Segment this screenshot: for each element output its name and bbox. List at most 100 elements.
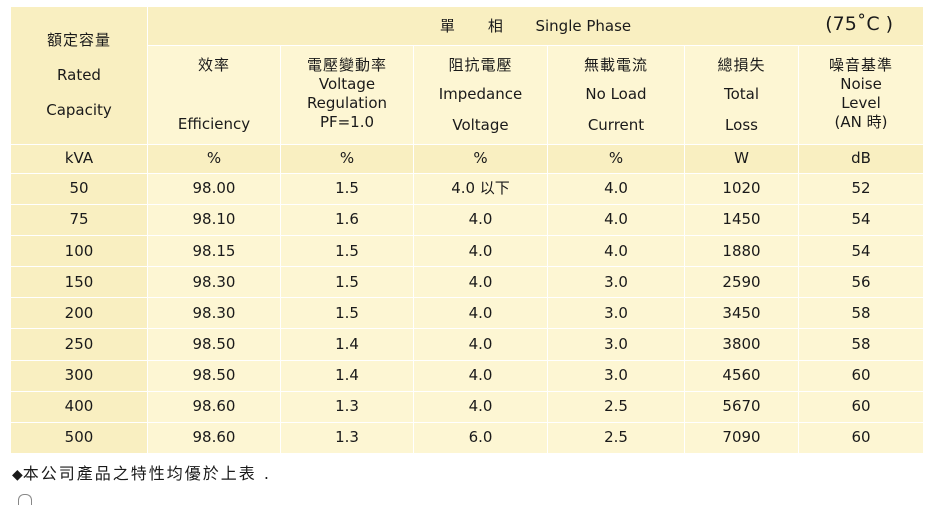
header-en: Level xyxy=(841,94,881,113)
header-en: Total xyxy=(723,85,760,104)
capacity-kva-cell: 300 xyxy=(10,359,148,392)
noise-level-cell: 54 xyxy=(797,235,925,268)
voltage-regulation-cell: 1.5 xyxy=(280,266,414,299)
table-row: 300 98.50 1.4 4.0 3.0 4560 60 xyxy=(10,359,925,392)
noise-level-cell: 58 xyxy=(797,297,925,330)
capacity-kva-cell: 100 xyxy=(10,235,148,268)
no-load-current-cell: 4.0 xyxy=(547,203,685,237)
capacity-kva-cell: 500 xyxy=(10,421,148,455)
unit-cell: kVA xyxy=(10,143,148,174)
header-zh: 無載電流 xyxy=(583,56,648,75)
total-loss-cell: 7090 xyxy=(684,421,799,455)
impedance-voltage-cell: 4.0 xyxy=(413,203,548,237)
table-title: 單 相 Single Phase (75˚C ) xyxy=(146,5,925,47)
capacity-en-label-2: Capacity xyxy=(46,100,112,119)
noise-level-cell: 54 xyxy=(797,203,925,237)
footnote: ◆本公司產品之特性均優於上表 . xyxy=(12,460,271,484)
efficiency-cell: 98.60 xyxy=(147,421,281,455)
capacity-kva-cell: 400 xyxy=(10,390,148,423)
header-en: No Load xyxy=(585,85,647,104)
no-load-current-cell: 4.0 xyxy=(547,172,685,205)
header-en: Impedance xyxy=(438,85,523,104)
capacity-kva-cell: 200 xyxy=(10,297,148,330)
no-load-current-cell: 3.0 xyxy=(547,328,685,361)
efficiency-cell: 98.50 xyxy=(147,328,281,361)
total-loss-header: 總損失 Total Loss xyxy=(684,45,799,145)
header-zh: 電壓變動率 xyxy=(306,56,387,75)
no-load-current-cell: 2.5 xyxy=(547,421,685,455)
header-en: Loss xyxy=(725,116,758,135)
header-en: Current xyxy=(587,116,645,135)
diamond-bullet-icon: ◆ xyxy=(12,467,23,483)
voltage-regulation-cell: 1.5 xyxy=(280,297,414,330)
footnote-text: 本公司產品之特性均優於上表 . xyxy=(22,464,271,483)
noise-level-cell: 52 xyxy=(797,172,925,205)
total-loss-cell: 1020 xyxy=(684,172,799,205)
header-en: Voltage xyxy=(318,75,376,94)
unit-cell: % xyxy=(280,143,414,174)
table-row: 500 98.60 1.3 6.0 2.5 7090 60 xyxy=(10,421,925,455)
voltage-regulation-cell: 1.5 xyxy=(280,235,414,268)
impedance-voltage-cell: 4.0 xyxy=(413,297,548,330)
no-load-current-cell: 4.0 xyxy=(547,235,685,268)
efficiency-cell: 98.15 xyxy=(147,235,281,268)
impedance-voltage-cell: 4.0 xyxy=(413,235,548,268)
unit-cell: W xyxy=(684,143,799,174)
table-row: 200 98.30 1.5 4.0 3.0 3450 58 xyxy=(10,297,925,330)
noise-level-cell: 60 xyxy=(797,390,925,423)
efficiency-cell: 98.30 xyxy=(147,297,281,330)
single-phase-spec-table: 額定容量 Rated Capacity 單 相 Single Phase (75… xyxy=(10,5,925,455)
efficiency-cell: 98.50 xyxy=(147,359,281,392)
header-en: PF=1.0 xyxy=(319,113,375,132)
noise-level-cell: 60 xyxy=(797,359,925,392)
noise-level-cell: 56 xyxy=(797,266,925,299)
capacity-kva-cell: 150 xyxy=(10,266,148,299)
noise-level-cell: 58 xyxy=(797,328,925,361)
header-en: Voltage xyxy=(452,116,509,135)
capacity-en-label-1: Rated xyxy=(57,65,101,84)
partial-glyph xyxy=(18,494,32,505)
total-loss-cell: 3800 xyxy=(684,328,799,361)
title-zh: 單 相 xyxy=(439,16,504,35)
efficiency-header: 效率 Efficiency xyxy=(147,45,281,145)
voltage-regulation-cell: 1.3 xyxy=(280,390,414,423)
table-row: 250 98.50 1.4 4.0 3.0 3800 58 xyxy=(10,328,925,361)
voltage-regulation-cell: 1.6 xyxy=(280,203,414,237)
header-en: (AN 時) xyxy=(834,113,888,132)
noise-level-header: 噪音基準 Noise Level (AN 時) xyxy=(797,45,925,145)
table-row: 400 98.60 1.3 4.0 2.5 5670 60 xyxy=(10,390,925,423)
total-loss-cell: 1450 xyxy=(684,203,799,237)
title-temperature: (75˚C ) xyxy=(825,13,894,35)
impedance-voltage-cell: 4.0 xyxy=(413,328,548,361)
unit-cell: % xyxy=(413,143,548,174)
capacity-kva-cell: 50 xyxy=(10,172,148,205)
voltage-regulation-cell: 1.3 xyxy=(280,421,414,455)
total-loss-cell: 2590 xyxy=(684,266,799,299)
rated-capacity-header: 額定容量 Rated Capacity xyxy=(10,6,148,145)
capacity-kva-cell: 75 xyxy=(10,203,148,237)
header-zh: 總損失 xyxy=(717,56,766,75)
total-loss-cell: 1880 xyxy=(684,235,799,268)
no-load-current-cell: 3.0 xyxy=(547,359,685,392)
total-loss-cell: 3450 xyxy=(684,297,799,330)
impedance-voltage-cell: 4.0 xyxy=(413,359,548,392)
header-zh: 噪音基準 xyxy=(829,56,894,75)
header-en: Efficiency xyxy=(177,115,251,134)
impedance-voltage-cell: 4.0 xyxy=(413,266,548,299)
no-load-current-cell: 3.0 xyxy=(547,266,685,299)
table-row: 50 98.00 1.5 4.0 以下 4.0 1020 52 xyxy=(10,172,925,205)
header-zh: 阻抗電壓 xyxy=(448,56,513,75)
unit-cell: % xyxy=(147,143,281,174)
voltage-regulation-cell: 1.4 xyxy=(280,359,414,392)
header-zh: 效率 xyxy=(197,56,230,75)
total-loss-cell: 5670 xyxy=(684,390,799,423)
impedance-voltage-cell: 4.0 xyxy=(413,390,548,423)
no-load-current-header: 無載電流 No Load Current xyxy=(547,45,685,145)
table-row: 75 98.10 1.6 4.0 4.0 1450 54 xyxy=(10,203,925,237)
table-row: 150 98.30 1.5 4.0 3.0 2590 56 xyxy=(10,266,925,299)
efficiency-cell: 98.30 xyxy=(147,266,281,299)
impedance-voltage-cell: 6.0 xyxy=(413,421,548,455)
efficiency-cell: 98.10 xyxy=(147,203,281,237)
efficiency-cell: 98.60 xyxy=(147,390,281,423)
noise-level-cell: 60 xyxy=(797,421,925,455)
